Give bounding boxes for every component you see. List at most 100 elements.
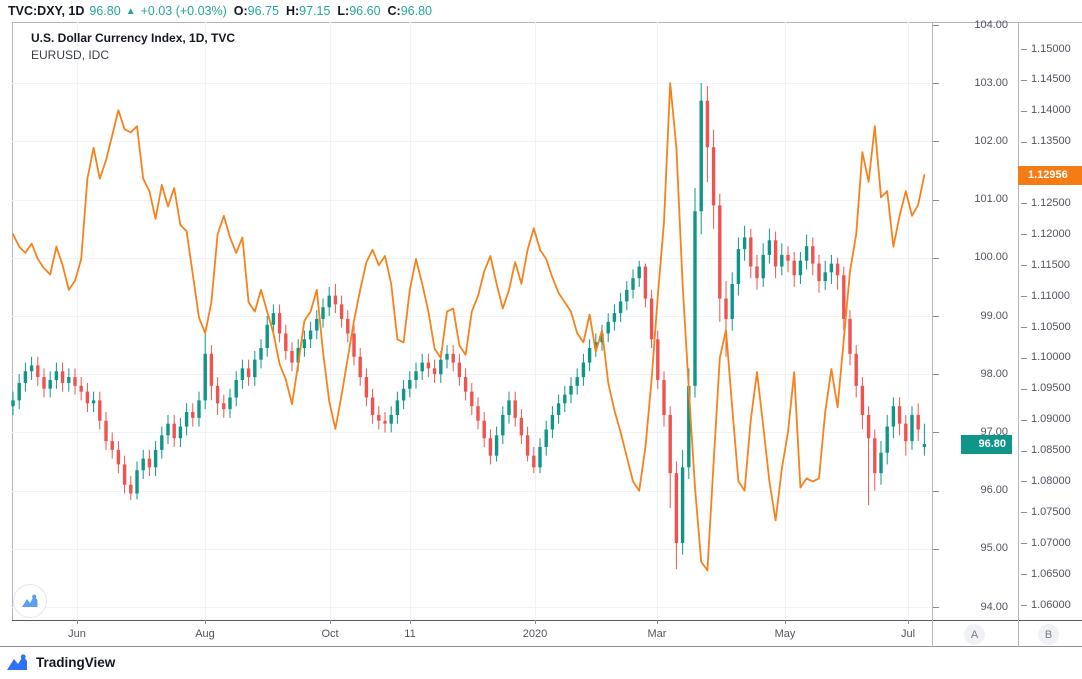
eur-axis-label: 1.15000 <box>1031 42 1071 55</box>
eur-axis-tick <box>1021 110 1027 112</box>
symbol-title[interactable]: TVC:DXY, 1D <box>8 4 85 18</box>
time-axis-tick <box>410 620 411 624</box>
time-axis-label: Mar <box>647 628 667 640</box>
eur-axis-tick <box>1021 79 1027 81</box>
quote-bar: TVC:DXY, 1D 96.80 ▲ +0.03 (+0.03%) O: 96… <box>8 2 432 20</box>
time-axis-tick <box>657 620 658 624</box>
dxy-axis-label: 104.00 <box>974 18 1008 31</box>
eur-axis-label: 1.14500 <box>1031 73 1071 86</box>
eur-axis-label: 1.07500 <box>1031 505 1071 518</box>
dxy-last-price-text: 96.80 <box>978 438 1006 451</box>
eur-axis-tick <box>1021 419 1027 421</box>
eur-axis-label: 1.08500 <box>1031 444 1071 457</box>
eur-axis-label: 1.06000 <box>1031 598 1071 611</box>
open-label: O: <box>233 4 248 18</box>
time-axis-label: Jun <box>68 628 86 640</box>
dxy-axis-label: 98.00 <box>980 367 1008 380</box>
dxy-axis-tick <box>933 257 939 259</box>
time-axis-label: Aug <box>195 628 215 640</box>
dxy-candles <box>11 83 927 570</box>
dxy-axis-tick <box>933 316 939 317</box>
eur-axis-tick <box>1021 141 1027 143</box>
dxy-axis-tick <box>933 25 939 26</box>
second-price-scale-separator <box>1018 22 1019 647</box>
gridlines <box>12 22 932 620</box>
dxy-axis-label: 96.00 <box>980 484 1008 497</box>
eur-axis-tick <box>1021 543 1027 545</box>
dxy-axis-tick <box>933 607 939 608</box>
low-value: 96.60 <box>349 4 381 18</box>
plot-left-border <box>12 22 13 620</box>
dxy-axis-label: 99.00 <box>980 309 1008 322</box>
time-axis-tick <box>330 620 331 624</box>
close-label: C: <box>387 4 401 18</box>
eur-axis-label: 1.10500 <box>1031 320 1071 333</box>
eur-axis-tick <box>1021 388 1027 390</box>
eur-axis-label: 1.10000 <box>1031 351 1071 364</box>
time-axis-top-border <box>12 620 1082 621</box>
dxy-axis-label: 102.00 <box>974 134 1008 147</box>
eurusd-line <box>12 82 926 572</box>
eur-axis-tick <box>1021 203 1027 205</box>
dxy-axis-label: 100.00 <box>974 251 1008 264</box>
close-value: 96.80 <box>400 4 432 18</box>
dxy-axis-tick <box>933 199 939 201</box>
brand-name[interactable]: TradingView <box>36 655 116 670</box>
legend: U.S. Dollar Currency Index, 1D, TVC EURU… <box>31 31 235 62</box>
high-value: 97.15 <box>299 4 331 18</box>
time-axis-label: Oct <box>321 628 339 640</box>
eur-axis-tick <box>1021 49 1027 50</box>
eur-axis-tick <box>1021 265 1027 267</box>
eur-axis-label: 1.06500 <box>1031 567 1071 580</box>
price-scale-a-button[interactable]: A <box>964 624 985 645</box>
dxy-axis-label: 103.00 <box>974 76 1008 89</box>
eur-axis-tick <box>1021 234 1027 236</box>
legend-main-series[interactable]: U.S. Dollar Currency Index, 1D, TVC <box>31 31 236 45</box>
time-axis-label: 2020 <box>522 628 548 640</box>
plot-top-border <box>12 22 1082 23</box>
time-axis-tick <box>535 620 536 624</box>
tradingview-logo-icon[interactable] <box>6 654 28 671</box>
eur-axis-label: 1.09000 <box>1031 413 1071 426</box>
eurusd-last-price-flag: 1.12956 <box>1018 165 1082 185</box>
eur-axis-tick <box>1021 327 1027 328</box>
price-change: +0.03 (+0.03%) <box>140 4 227 18</box>
eur-axis-label: 1.14000 <box>1031 104 1071 117</box>
eur-axis-tick <box>1021 574 1027 576</box>
dxy-axis-label: 101.00 <box>974 193 1008 206</box>
time-axis-tick <box>77 620 78 624</box>
dxy-axis-tick <box>933 83 939 85</box>
eur-axis-label: 1.11000 <box>1031 289 1070 302</box>
dxy-last-price-flag: 96.80 <box>961 434 1012 454</box>
time-axis-tick <box>205 620 206 624</box>
eur-axis-tick <box>1021 481 1027 483</box>
price-scale-b-button[interactable]: B <box>1038 624 1059 645</box>
eur-axis-tick <box>1021 357 1027 359</box>
time-axis-label: Jul <box>900 628 916 640</box>
low-label: L: <box>337 4 350 18</box>
eur-axis-label: 1.12500 <box>1031 196 1071 209</box>
time-axis-label: 11 <box>404 628 416 640</box>
dxy-axis-label: 95.00 <box>980 542 1008 555</box>
dxy-axis-tick <box>933 548 939 550</box>
high-label: H: <box>285 4 300 18</box>
time-axis-bottom-border <box>0 646 1082 647</box>
eur-axis-label: 1.09500 <box>1031 382 1071 395</box>
tradingview-watermark-button[interactable] <box>13 584 47 618</box>
eurusd-last-price-text: 1.12956 <box>1028 169 1068 182</box>
time-axis-label: May <box>774 628 796 640</box>
legend-overlay-series[interactable]: EURUSD, IDC <box>31 48 110 62</box>
dxy-axis-tick <box>933 374 939 376</box>
time-axis-tick <box>785 620 786 624</box>
up-arrow-icon: ▲ <box>125 5 136 17</box>
eur-axis-tick <box>1021 296 1027 298</box>
eur-axis-label: 1.07000 <box>1031 536 1071 549</box>
dxy-axis-label: 94.00 <box>980 600 1008 613</box>
footer: TradingView <box>6 654 115 671</box>
dxy-axis-tick <box>933 141 939 143</box>
eur-axis-label: 1.08000 <box>1031 474 1071 487</box>
eur-axis-tick <box>1021 450 1027 452</box>
tradingview-logo-icon <box>22 594 38 607</box>
